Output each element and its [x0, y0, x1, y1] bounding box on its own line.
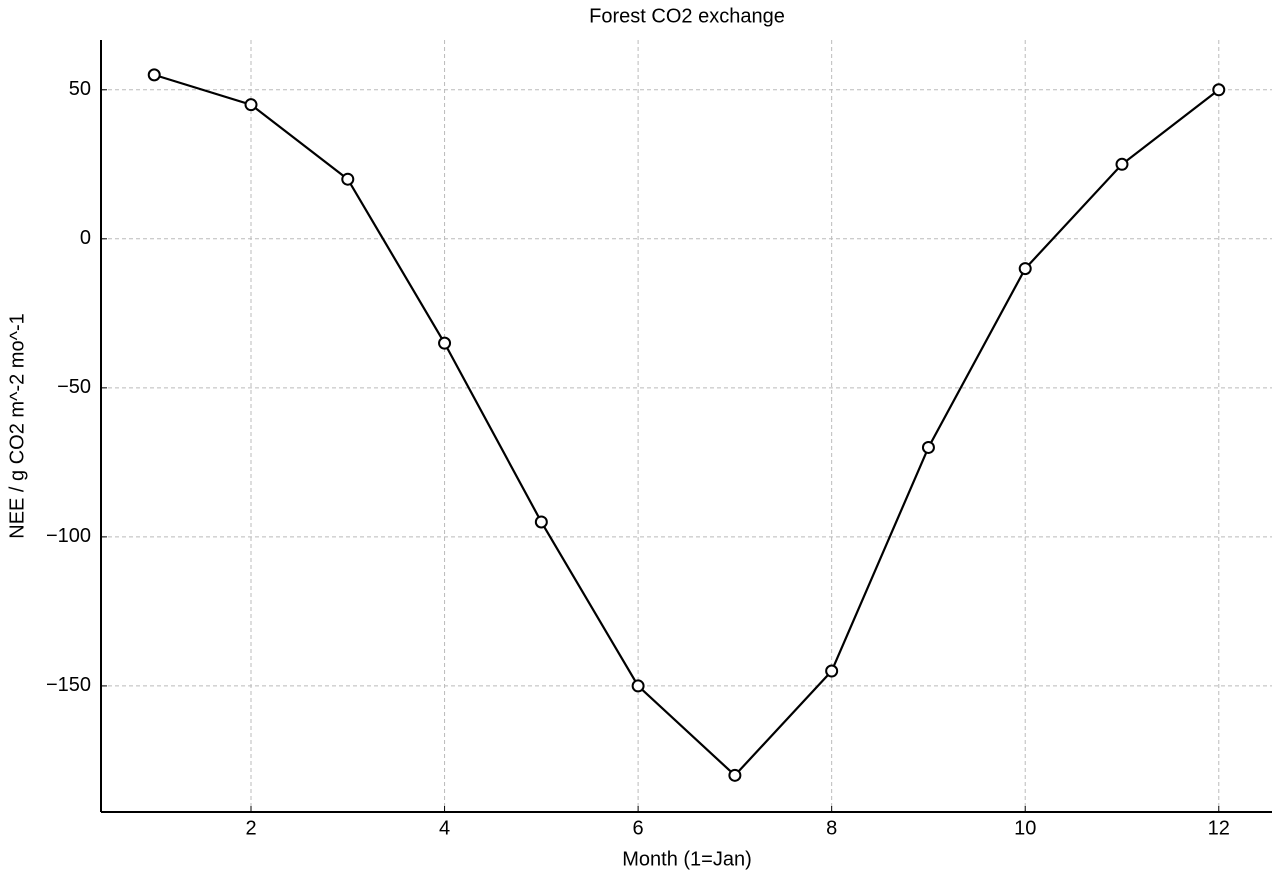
data-point — [1018, 262, 1032, 276]
x-tick-label: 6 — [633, 817, 644, 839]
data-point — [147, 68, 161, 82]
y-tick-label: −50 — [57, 376, 91, 398]
x-tick-label: 2 — [245, 817, 256, 839]
y-tick-label: 0 — [80, 227, 91, 249]
x-tick-label: 10 — [1014, 817, 1036, 839]
x-axis-label: Month (1=Jan) — [622, 848, 752, 870]
data-point — [825, 664, 839, 678]
data-point — [341, 172, 355, 186]
data-point — [728, 768, 742, 782]
data-point — [244, 98, 258, 112]
x-tick-label: 8 — [826, 817, 837, 839]
data-point — [438, 336, 452, 350]
data-point — [921, 440, 935, 454]
y-tick-label: −100 — [46, 525, 91, 547]
data-point — [631, 679, 645, 693]
x-tick-label: 12 — [1208, 817, 1230, 839]
data-point — [1115, 157, 1129, 171]
data-point — [1212, 83, 1226, 97]
y-tick-label: −150 — [46, 674, 91, 696]
y-tick-label: 50 — [69, 78, 91, 100]
x-tick-label: 4 — [439, 817, 450, 839]
data-line — [153, 73, 1220, 777]
chart-title: Forest CO2 exchange — [589, 5, 785, 27]
y-axis-label: NEE / g CO2 m^-2 mo^-1 — [6, 313, 28, 539]
data-point — [534, 515, 548, 529]
